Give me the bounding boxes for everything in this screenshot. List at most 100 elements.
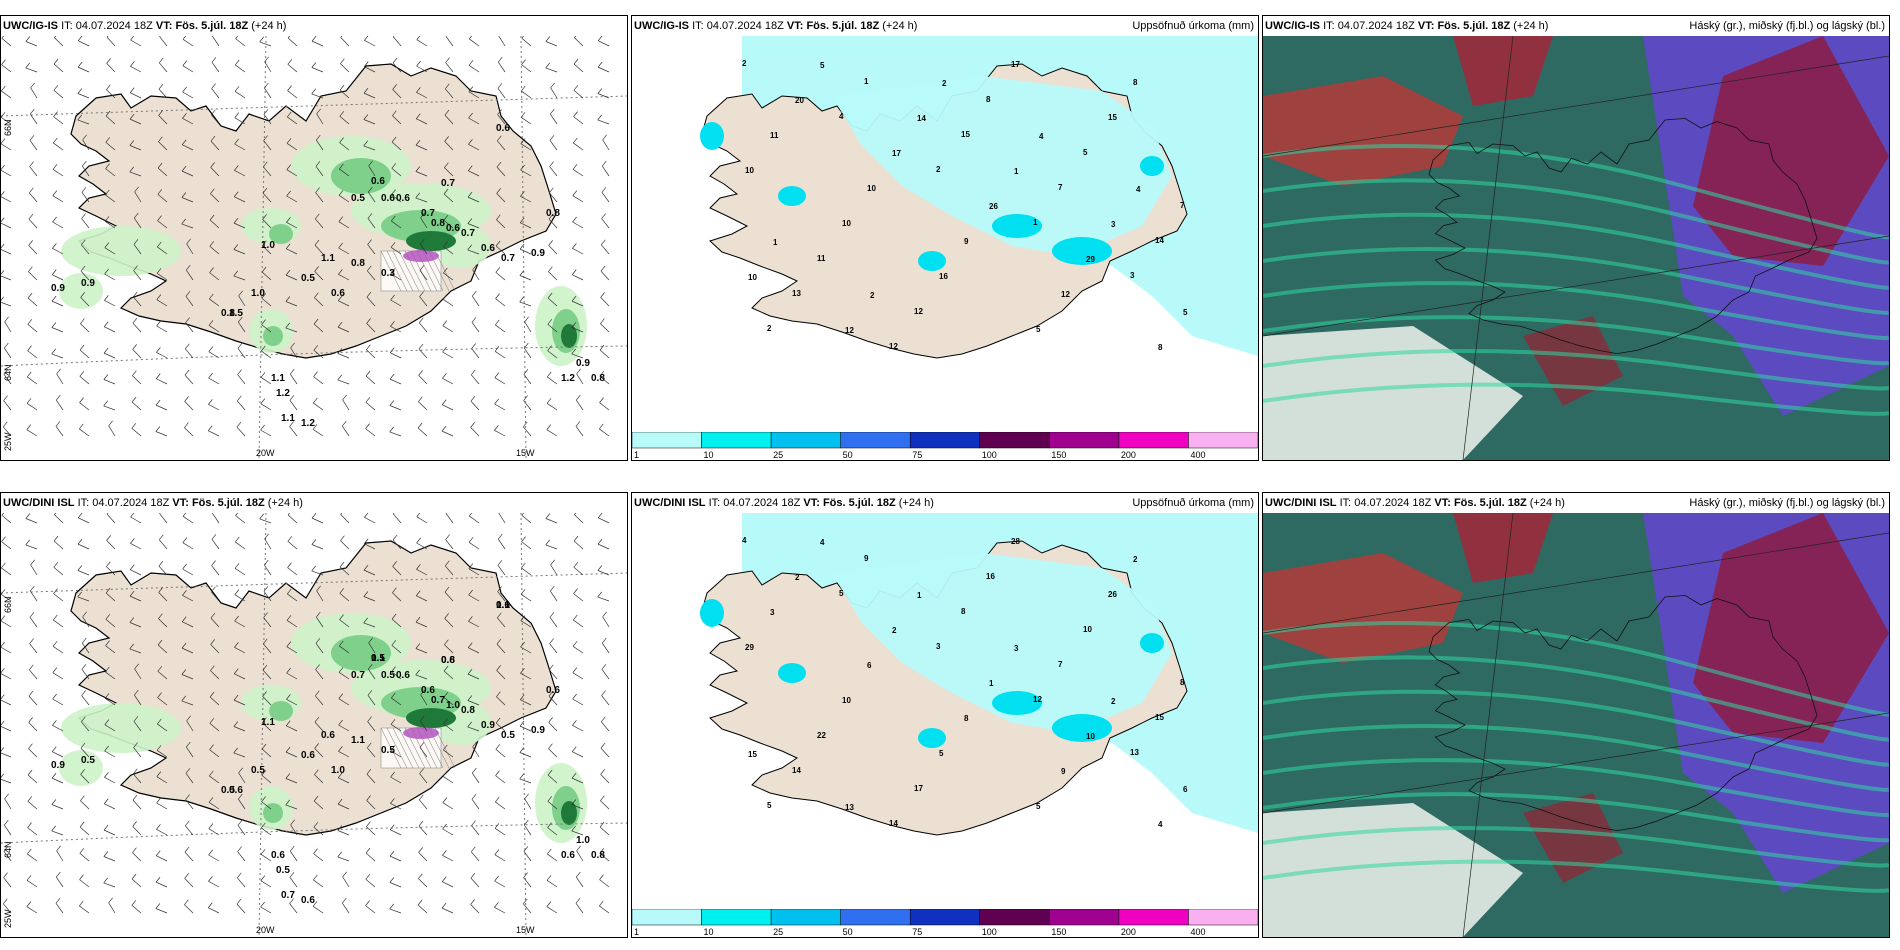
wind-barb <box>495 298 506 307</box>
mid-cloud-area <box>1263 76 1463 186</box>
wind-barb <box>51 269 57 275</box>
wind-barb <box>468 563 474 569</box>
wind-barb <box>442 828 454 836</box>
wind-barb <box>366 291 372 298</box>
wind-barb <box>208 377 220 385</box>
wind-barb <box>29 140 38 151</box>
wind-barb <box>391 189 396 195</box>
wind-barb <box>418 370 423 376</box>
wind-barb <box>341 902 350 914</box>
wind-barb <box>575 898 581 904</box>
wind-barb <box>237 825 246 836</box>
wind-barb <box>571 804 584 810</box>
wind-barb <box>363 564 369 571</box>
wind-barb <box>365 879 376 888</box>
wind-barb <box>233 752 246 758</box>
graticule <box>1 95 627 117</box>
wind-barb <box>53 535 59 542</box>
wind-barb <box>54 37 64 47</box>
wind-barb <box>234 642 239 648</box>
wind-barb <box>390 776 402 784</box>
wind-barb <box>155 876 161 883</box>
wind-barb <box>390 242 396 248</box>
mid-cloud-area <box>1453 36 1553 106</box>
wind-barb <box>184 878 194 888</box>
wind-barb <box>393 36 402 47</box>
wind-barb <box>131 878 142 888</box>
wind-barb <box>545 513 551 519</box>
wind-barb <box>519 725 532 732</box>
wind-barb <box>571 353 584 359</box>
wind-barb <box>290 368 295 375</box>
wind-barb <box>80 747 90 758</box>
wind-barb <box>260 372 266 378</box>
wind-barb <box>104 273 116 281</box>
wind-barb <box>235 64 246 73</box>
wind-barb <box>523 400 532 411</box>
colorbar-swatch <box>979 909 1050 926</box>
wind-barb <box>597 114 602 121</box>
wind-barb <box>548 722 558 732</box>
wind-barb <box>599 428 610 437</box>
wind-barb <box>390 750 402 758</box>
wind-barb <box>209 749 220 758</box>
wind-barb <box>52 248 64 255</box>
wind-barb <box>315 213 320 220</box>
wind-barb <box>185 820 190 827</box>
wind-barb <box>106 89 116 99</box>
wind-barb <box>264 538 272 550</box>
wind-barb <box>468 86 474 92</box>
wind-barb <box>363 617 368 624</box>
wind-barb <box>287 111 292 118</box>
wind-barb <box>234 138 239 145</box>
wind-barb <box>472 264 477 271</box>
precip-value-label: 0.6 <box>496 123 510 134</box>
wind-barb <box>547 350 558 359</box>
wind-barb <box>207 902 213 908</box>
wind-barb <box>468 541 480 550</box>
wind-barb <box>1 562 6 569</box>
wind-barb <box>389 903 394 910</box>
wind-barb <box>520 673 532 680</box>
wind-barb <box>285 746 291 753</box>
wind-barb <box>237 343 243 349</box>
wind-barb <box>497 617 506 628</box>
wind-barb <box>497 586 502 592</box>
wind-barb <box>313 822 319 828</box>
wind-barb <box>339 137 344 143</box>
precip-value-label: 0.8 <box>591 850 605 861</box>
wind-barb <box>418 820 424 827</box>
wind-barb <box>287 37 298 47</box>
wind-barb <box>131 428 142 437</box>
wind-barb <box>339 614 344 620</box>
wind-barb <box>312 901 318 907</box>
wind-barb <box>105 163 110 169</box>
precip-area <box>832 76 1172 256</box>
wind-barb <box>1 196 12 203</box>
wind-barb <box>263 161 268 168</box>
colorbar-swatch <box>979 432 1050 449</box>
wind-barb <box>56 394 61 401</box>
wind-barb <box>211 109 216 116</box>
wind-barb <box>468 112 473 119</box>
wind-barb <box>550 559 555 566</box>
precip-value-label: 0.7 <box>281 890 295 901</box>
graticule-label: 20W <box>256 925 275 935</box>
wind-barb <box>133 291 138 298</box>
wind-barb <box>182 144 194 151</box>
wind-barb <box>418 825 428 836</box>
wind-barb <box>364 543 376 550</box>
wind-barb <box>134 212 139 219</box>
graticule-label: 64N <box>3 841 13 858</box>
wind-barb <box>157 697 168 706</box>
wind-barb <box>392 561 397 567</box>
wind-barb <box>467 218 473 224</box>
wind-barb <box>311 88 316 95</box>
wind-barb <box>445 534 450 540</box>
wind-barb <box>441 876 447 882</box>
wind-barb <box>339 640 344 647</box>
glacier-hatch <box>392 727 414 769</box>
wind-barb <box>131 873 137 880</box>
precip-value-label: 0.9 <box>51 760 65 771</box>
wind-barb <box>468 621 480 628</box>
